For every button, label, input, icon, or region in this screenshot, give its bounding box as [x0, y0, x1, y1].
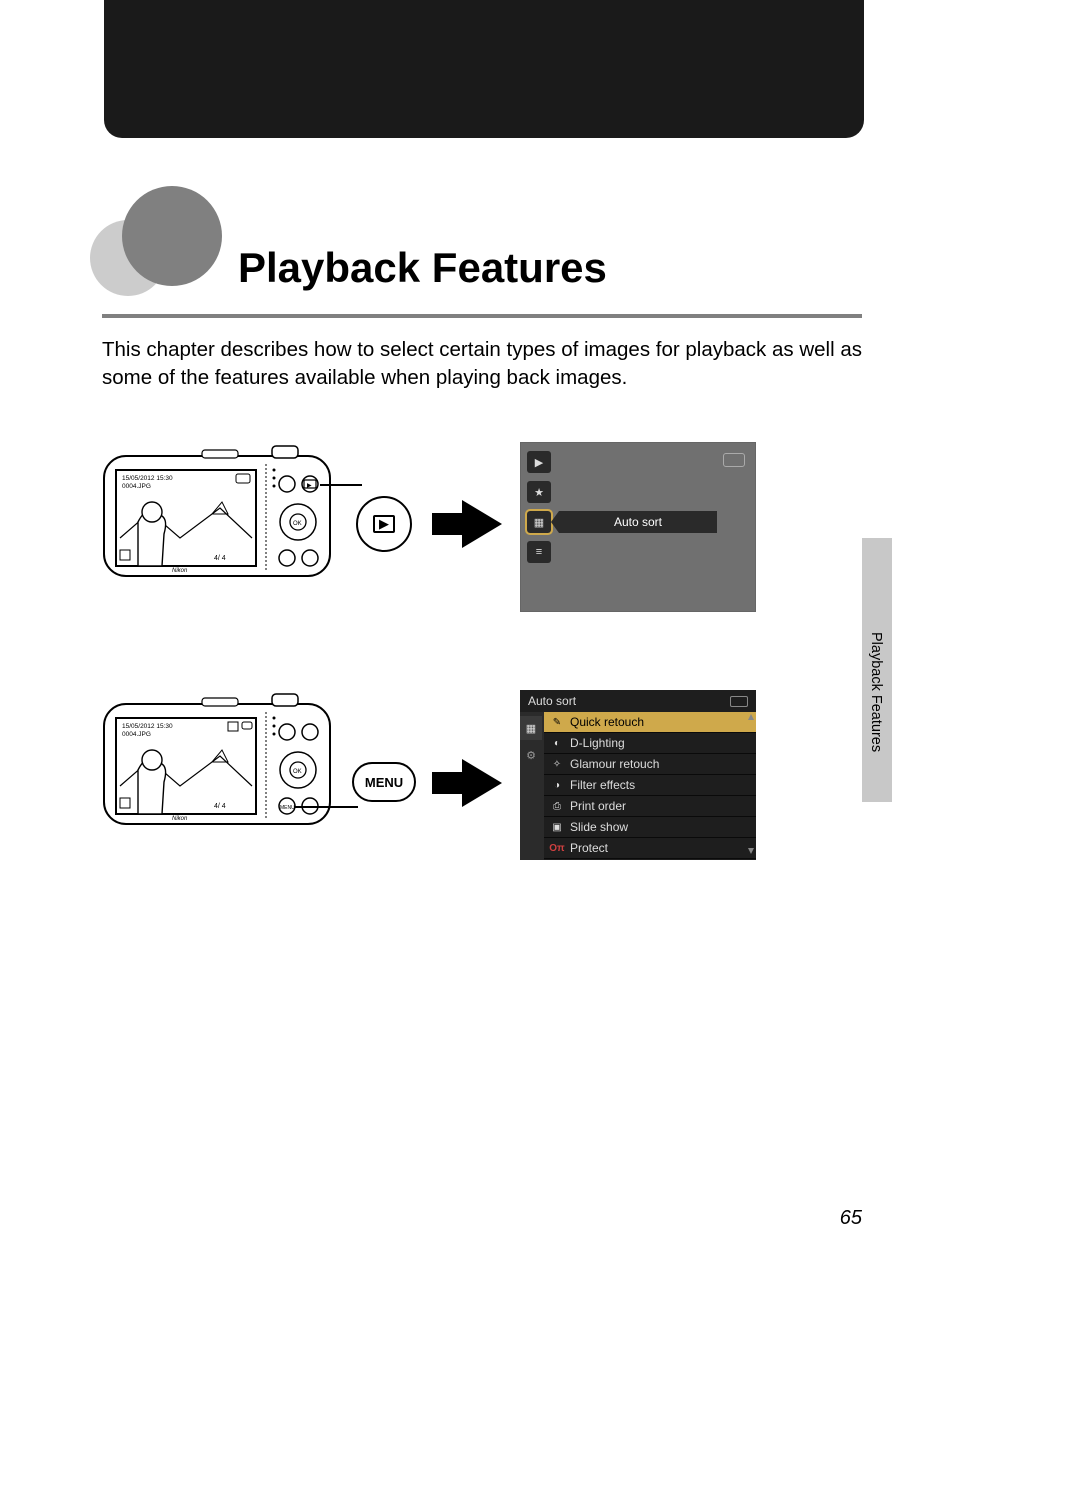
arrow-stem [432, 513, 464, 535]
camera-back-illustration: 15/05/2012 15:30 0004.JPG 4/ 4 Nikon ▶ O… [102, 442, 332, 592]
protect-icon: Oπ [550, 841, 564, 855]
page-number: 65 [840, 1207, 862, 1230]
menu-scrollbar[interactable] [748, 714, 754, 854]
menu-list: ✎ Quick retouch ◐ D-Lighting ✧ Glamour r… [544, 712, 756, 860]
mode-icon-listby[interactable]: ≡ [527, 541, 551, 563]
mode-icon-autosort[interactable]: ▦ [527, 511, 551, 533]
menu-item-filter-effects[interactable]: ◑ Filter effects [544, 775, 756, 796]
menu-button-label: MENU [365, 775, 403, 790]
svg-text:Nikon: Nikon [172, 816, 188, 822]
menu-item-label: D-Lighting [570, 736, 625, 750]
svg-text:OK: OK [293, 521, 302, 527]
quick-retouch-icon: ✎ [550, 715, 564, 729]
playback-button[interactable]: ▶ [356, 496, 412, 552]
menu-item-d-lighting[interactable]: ◐ D-Lighting [544, 733, 756, 754]
menu-tab-setup[interactable]: ⚙ [520, 743, 542, 767]
menu-tab-playback[interactable]: ▦ [520, 716, 542, 740]
menu-button[interactable]: MENU [352, 762, 416, 802]
chapter-bullet-circles [90, 186, 230, 306]
menu-item-print-order[interactable]: ⎙ Print order [544, 796, 756, 817]
menu-header: Auto sort [520, 690, 756, 712]
svg-text:4/ 4: 4/ 4 [214, 803, 226, 810]
menu-item-label: Slide show [570, 820, 628, 834]
chapter-title: Playback Features [238, 244, 607, 292]
arrow-right-icon [462, 500, 502, 548]
menu-item-quick-retouch[interactable]: ✎ Quick retouch [544, 712, 756, 733]
mode-icon-column: ▶ ★ ▦ ≡ [527, 451, 553, 563]
callout-line [294, 806, 358, 808]
play-icon: ▶ [373, 515, 395, 533]
diagram-row-playback-mode: 15/05/2012 15:30 0004.JPG 4/ 4 Nikon ▶ O… [102, 442, 862, 612]
mode-icon-favorite[interactable]: ★ [527, 481, 551, 503]
menu-item-protect[interactable]: Oπ Protect [544, 838, 756, 859]
glamour-retouch-icon: ✧ [550, 757, 564, 771]
camera-back-illustration-2: 15/05/2012 15:30 0004.JPG 4/ 4 Nikon OK … [102, 690, 332, 840]
lcd-date: 15/05/2012 15:30 [122, 475, 173, 482]
callout-line [320, 484, 362, 486]
menu-title: Auto sort [528, 694, 576, 708]
filter-effects-icon: ◑ [550, 778, 564, 792]
svg-text:0004.JPG: 0004.JPG [122, 731, 151, 738]
arrow-right-icon [462, 759, 502, 807]
chapter-divider [102, 314, 862, 318]
slide-show-icon: ▣ [550, 820, 564, 834]
menu-item-slide-show[interactable]: ▣ Slide show [544, 817, 756, 838]
d-lighting-icon: ◐ [550, 736, 564, 750]
svg-text:15/05/2012 15:30: 15/05/2012 15:30 [122, 723, 173, 730]
side-thumb-label: Playback Features [868, 632, 884, 752]
menu-item-label: Print order [570, 799, 626, 813]
playback-menu-screen: Auto sort ▦ ⚙ ✎ Quick retouch ◐ D-Lighti… [520, 690, 756, 860]
menu-item-glamour-retouch[interactable]: ✧ Glamour retouch [544, 754, 756, 775]
chapter-intro: This chapter describes how to select cer… [102, 336, 862, 391]
svg-text:MENU: MENU [280, 805, 295, 811]
menu-item-label: Filter effects [570, 778, 635, 792]
svg-text:▶: ▶ [307, 483, 312, 489]
svg-text:OK: OK [293, 769, 302, 775]
mode-selected-label: Auto sort [559, 511, 717, 533]
menu-item-label: Protect [570, 841, 608, 855]
svg-text:Nikon: Nikon [172, 568, 188, 574]
memory-card-icon [730, 696, 748, 707]
svg-text:4/ 4: 4/ 4 [214, 555, 226, 562]
playback-mode-select-screen: ▶ ★ ▦ ≡ Auto sort [520, 442, 756, 612]
arrow-stem [432, 772, 464, 794]
menu-item-label: Glamour retouch [570, 757, 659, 771]
print-order-icon: ⎙ [550, 799, 564, 813]
chapter-header-bar [104, 0, 864, 138]
lcd-filename: 0004.JPG [122, 483, 151, 490]
menu-tab-column: ▦ ⚙ [520, 712, 544, 860]
mode-icon-play[interactable]: ▶ [527, 451, 551, 473]
menu-item-label: Quick retouch [570, 715, 644, 729]
memory-card-icon [723, 453, 745, 467]
diagram-row-playback-menu: 15/05/2012 15:30 0004.JPG 4/ 4 Nikon OK … [102, 690, 862, 860]
circle-dark [122, 186, 222, 286]
